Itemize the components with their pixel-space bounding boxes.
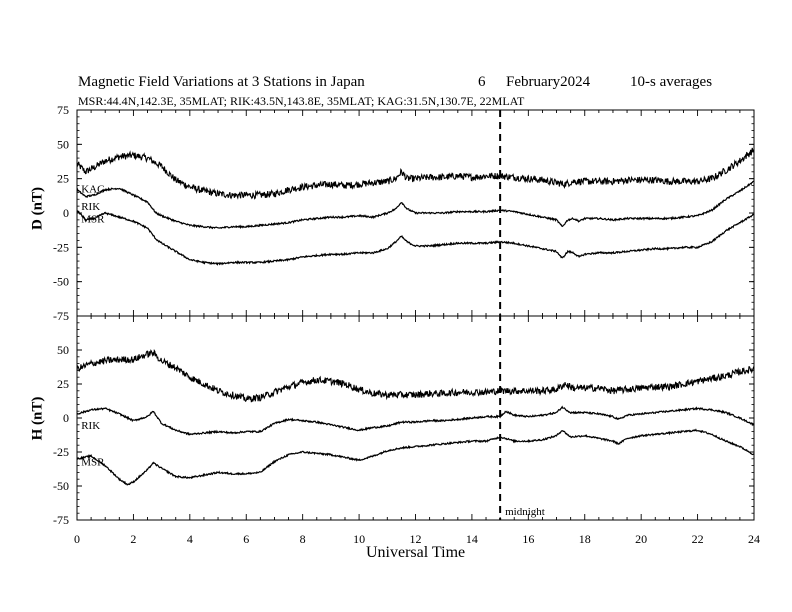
y-tick-label: 75 xyxy=(57,103,69,117)
x-tick-label: 18 xyxy=(579,532,591,546)
y-tick-label: 0 xyxy=(63,411,69,425)
chart-title: Magnetic Field Variations at 3 Stations … xyxy=(78,74,712,91)
station-info: MSR:44.4N,142.3E, 35MLAT; RIK:43.5N,143.… xyxy=(78,94,525,108)
title-main: Magnetic Field Variations at 3 Stations … xyxy=(78,74,365,90)
x-tick-label: 16 xyxy=(522,532,534,546)
x-tick-label: 24 xyxy=(748,532,760,546)
y-tick-label: -75 xyxy=(53,309,69,323)
x-tick-label: 2 xyxy=(130,532,136,546)
series-line-rik-0 xyxy=(76,180,755,230)
title-month-year: February2024 xyxy=(506,74,591,90)
series-label-msr: MSR xyxy=(81,457,105,469)
x-axis-label: Universal Time xyxy=(366,544,466,561)
y-tick-label: 25 xyxy=(57,377,69,391)
panel-frame-1 xyxy=(76,315,755,521)
y-tick-label: -50 xyxy=(53,275,69,289)
x-tick-label: 0 xyxy=(74,532,80,546)
x-tick-label: 12 xyxy=(410,532,422,546)
x-tick-label: 10 xyxy=(353,532,365,546)
y-tick-label: -75 xyxy=(53,513,69,527)
midnight-label: midnight xyxy=(505,506,545,518)
x-tick-label: 20 xyxy=(635,532,647,546)
title-day: 6 xyxy=(478,74,486,90)
x-tick-label: 4 xyxy=(187,532,193,546)
series-line-kag-0 xyxy=(76,147,755,200)
x-tick-label: 8 xyxy=(300,532,306,546)
series-label-rik: RIK xyxy=(81,420,100,432)
y-tick-label: -25 xyxy=(53,240,69,254)
y-axis-label-d: D (nT) xyxy=(29,187,46,230)
y-tick-label: -50 xyxy=(53,479,69,493)
x-tick-label: 14 xyxy=(466,532,478,546)
series-label-rik: RIK xyxy=(81,201,100,213)
x-tick-label: 6 xyxy=(243,532,249,546)
y-tick-label: 0 xyxy=(63,206,69,220)
y-tick-label: 25 xyxy=(57,172,69,186)
series-line-msr-0 xyxy=(76,209,755,266)
title-averaging: 10-s averages xyxy=(630,74,713,90)
series-line-rik-1 xyxy=(76,405,755,436)
series-label-msr: MSR xyxy=(81,213,105,225)
y-axis-label-h: H (nT) xyxy=(29,396,46,441)
y-tick-label: -25 xyxy=(53,445,69,459)
y-tick-label: 50 xyxy=(57,137,69,151)
y-tick-label: 50 xyxy=(57,343,69,357)
x-tick-label: 22 xyxy=(692,532,704,546)
series-line-kag-1 xyxy=(76,349,755,403)
series-label-kag: KAG xyxy=(81,183,105,195)
series-line-msr-1 xyxy=(76,428,754,486)
